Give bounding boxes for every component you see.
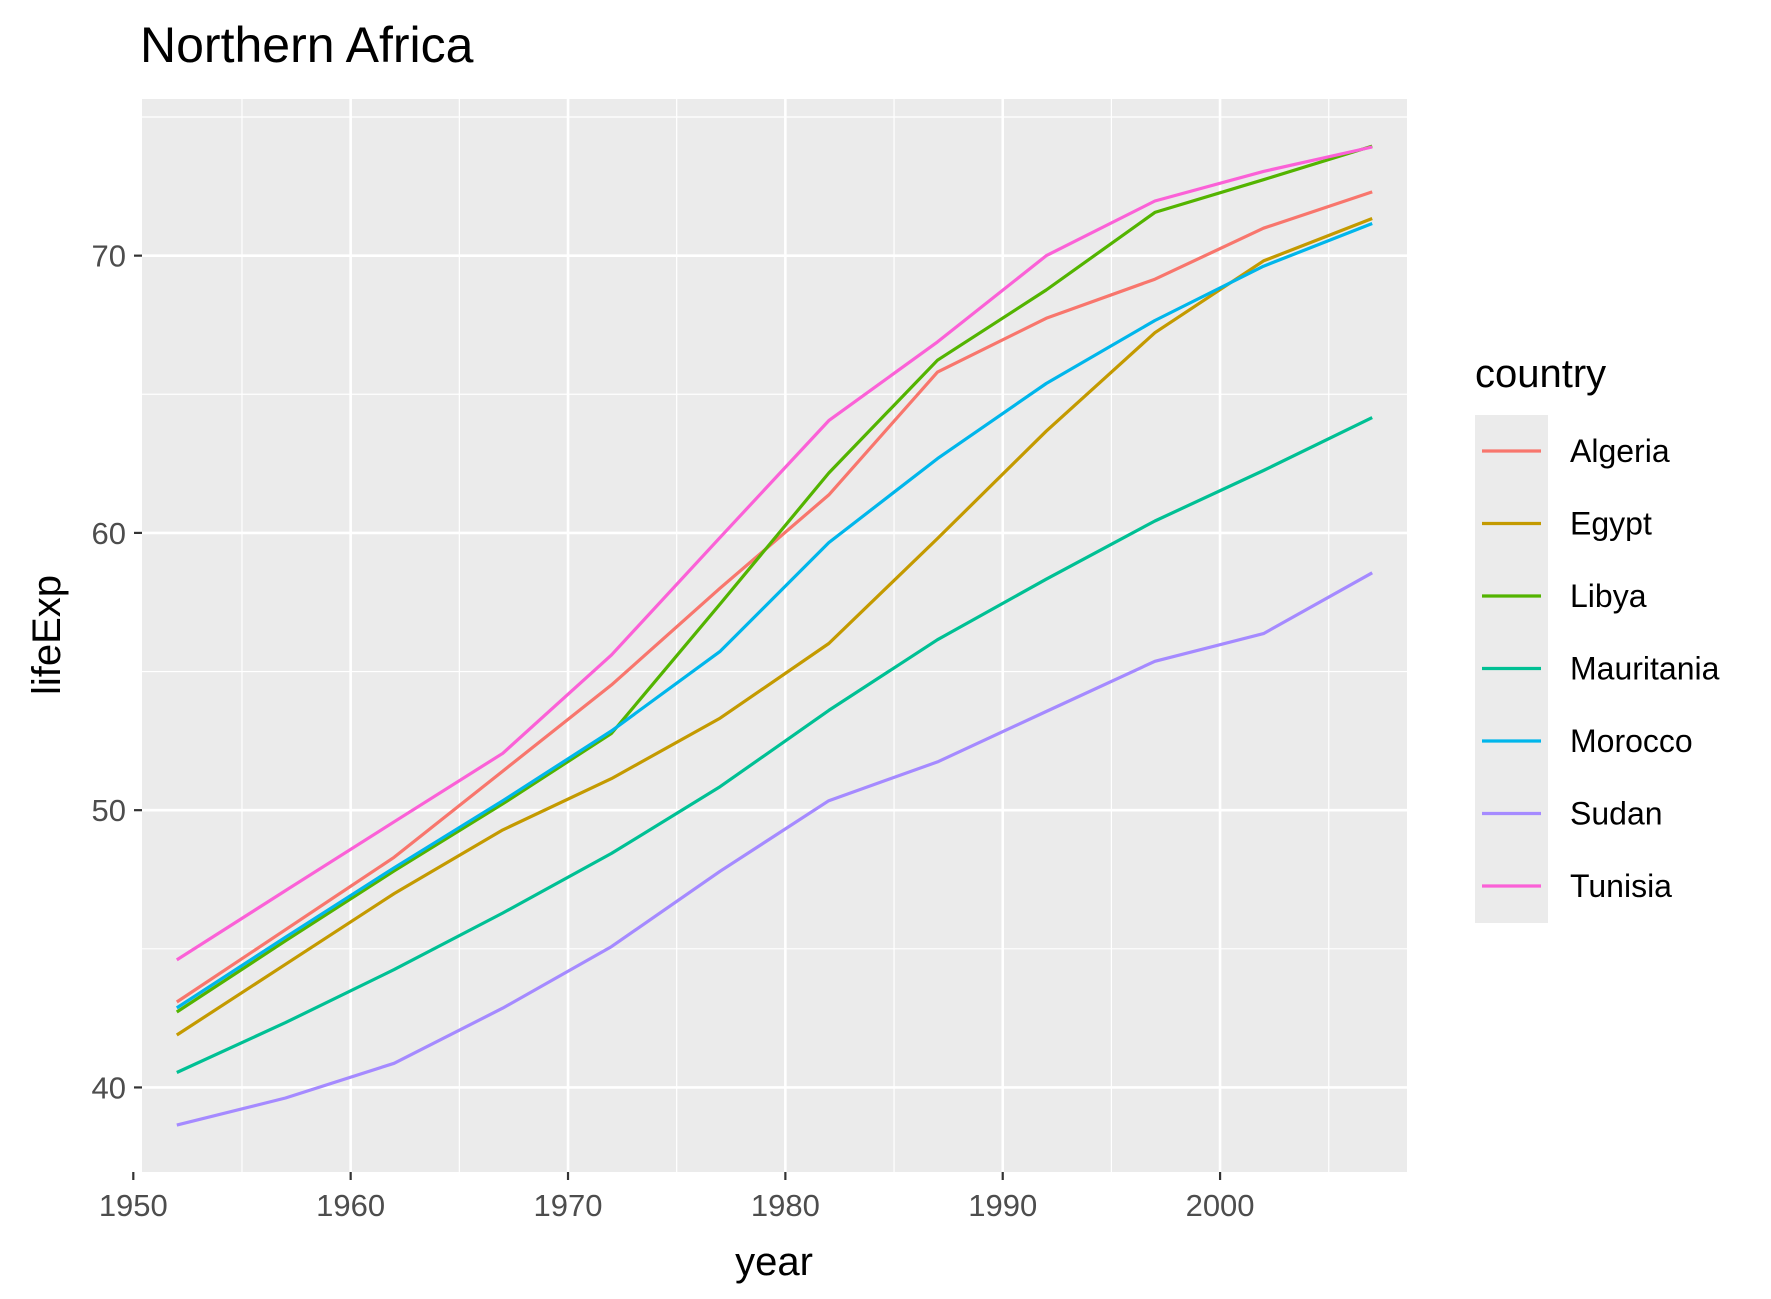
y-tick-label: 40 — [92, 1070, 126, 1105]
x-tick-label: 2000 — [1186, 1188, 1255, 1223]
series-line-egypt — [175, 217, 1373, 1037]
x-tick-label: 1970 — [534, 1188, 603, 1223]
minor-gridlines — [142, 99, 1407, 1172]
y-axis-title: lifeExp — [25, 575, 69, 695]
x-axis-title: year — [735, 1240, 813, 1284]
axis-ticks — [132, 254, 1222, 1180]
y-tick-label: 60 — [92, 516, 126, 551]
x-tick-label: 1980 — [751, 1188, 820, 1223]
legend-label-libya: Libya — [1570, 578, 1647, 614]
series-line-algeria — [175, 190, 1373, 1004]
series-line-tunisia — [175, 145, 1373, 962]
x-tick-label: 1990 — [968, 1188, 1037, 1223]
y-tick-label: 50 — [92, 793, 126, 828]
legend-label-sudan: Sudan — [1570, 796, 1663, 832]
series-line-morocco — [175, 222, 1373, 1010]
series-lines — [175, 144, 1373, 1127]
legend: country Algeria Egypt Libya Mauritania Moroc… — [1475, 352, 1720, 923]
legend-title: country — [1475, 352, 1606, 396]
x-tick-label: 1960 — [316, 1188, 385, 1223]
legend-label-algeria: Algeria — [1570, 433, 1670, 469]
y-tick-label: 70 — [92, 239, 126, 274]
x-tick-label: 1950 — [99, 1188, 168, 1223]
x-tick-labels: 1950 1960 1970 1980 1990 2000 — [99, 1188, 1255, 1223]
series-line-sudan — [176, 571, 1373, 1127]
series-line-mauritania — [176, 416, 1373, 1074]
chart-title: Northern Africa — [140, 17, 474, 73]
plot-panel — [142, 99, 1407, 1172]
y-tick-labels: 40 50 60 70 — [92, 239, 126, 1106]
series-line-libya — [175, 144, 1373, 1014]
legend-label-egypt: Egypt — [1570, 506, 1652, 542]
legend-label-mauritania: Mauritania — [1570, 651, 1720, 687]
major-gridlines — [132, 99, 1407, 1172]
legend-label-morocco: Morocco — [1570, 723, 1693, 759]
legend-label-tunisia: Tunisia — [1570, 868, 1672, 904]
legend-items: Algeria Egypt Libya Mauritania Morocco Sudan T… — [1482, 433, 1720, 904]
